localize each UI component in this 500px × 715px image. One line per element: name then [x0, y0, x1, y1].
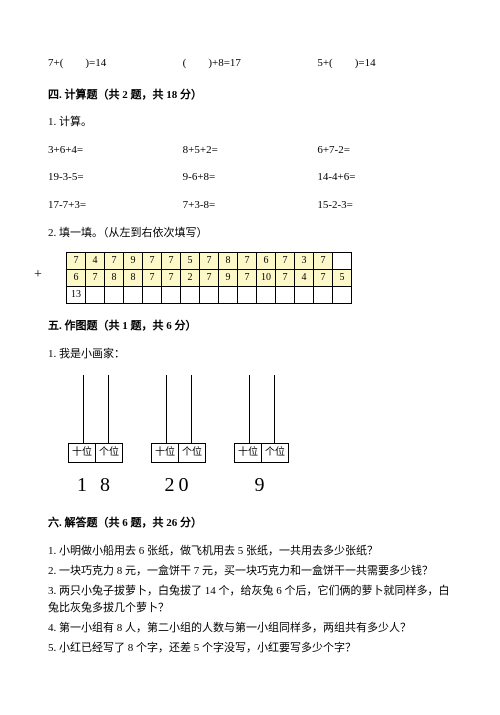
tens-box: 十位 [235, 444, 261, 462]
cell: 7 [238, 270, 257, 287]
table-row: 74797757876737 [67, 253, 352, 270]
cell [86, 287, 105, 304]
eq-b: ( )+8=17 [183, 55, 318, 73]
cell: 7 [276, 270, 295, 287]
cell [333, 287, 352, 304]
calc-cell: 7+3-8= [183, 197, 318, 215]
calc-cell: 15-2-3= [317, 197, 452, 215]
cell [124, 287, 143, 304]
cell: 8 [105, 270, 124, 287]
stem-line [83, 375, 84, 443]
cell: 6 [257, 253, 276, 270]
cell: 6 [67, 270, 86, 287]
stem-line [166, 375, 167, 443]
cell [105, 287, 124, 304]
cell: 7 [162, 270, 181, 287]
cell: 4 [295, 270, 314, 287]
calc-grid: 3+6+4= 8+5+2= 6+7-2= 19-3-5= 9-6+8= 14-4… [48, 142, 452, 215]
cell: 7 [143, 270, 162, 287]
addition-table: 74797757876737 6788772797107475 13 [66, 252, 352, 304]
calc-cell: 14-4+6= [317, 169, 452, 187]
cell [143, 287, 162, 304]
cell [162, 287, 181, 304]
calc-cell: 8+5+2= [183, 142, 318, 160]
cell: 9 [124, 253, 143, 270]
cell: 10 [257, 270, 276, 287]
ones-box: 个位 [95, 444, 122, 462]
section-5-title: 五. 作图题（共 1 题，共 6 分） [48, 318, 452, 336]
plus-icon: + [34, 264, 42, 286]
cell: 13 [67, 287, 86, 304]
cell: 8 [219, 253, 238, 270]
place-value-unit: 十位个位 1 8 [68, 375, 123, 501]
cell [314, 287, 333, 304]
tens-box: 十位 [69, 444, 95, 462]
number-label: 20 [165, 469, 193, 501]
cell: 7 [200, 253, 219, 270]
cell: 7 [314, 270, 333, 287]
number-label: 9 [255, 469, 269, 501]
cell [257, 287, 276, 304]
cell [238, 287, 257, 304]
word-problem: 2. 一块巧克力 8 元，一盒饼干 7 元，买一块巧克力和一盒饼干一共需要多少钱… [48, 563, 452, 580]
cell: 7 [314, 253, 333, 270]
cell: 5 [333, 270, 352, 287]
cell: 7 [276, 253, 295, 270]
section-4-title: 四. 计算题（共 2 题，共 18 分） [48, 87, 452, 105]
calc-cell: 9-6+8= [183, 169, 318, 187]
cell: 7 [143, 253, 162, 270]
cell: 4 [86, 253, 105, 270]
table-row: 6788772797107475 [67, 270, 352, 287]
cell [181, 287, 200, 304]
word-problem: 5. 小红已经写了 8 个字，还差 5 个字没写，小红要写多少个字？ [48, 640, 452, 657]
number-label: 1 8 [77, 469, 114, 501]
cell: 7 [200, 270, 219, 287]
q4-2: 2. 填一填。（从左到右依次填写） [48, 225, 452, 243]
draw-area: 十位个位 1 8 十位个位 20 十位个位 9 [68, 375, 452, 501]
place-value-unit: 十位个位 20 [151, 375, 206, 501]
eq-c: 5+( )=14 [317, 55, 452, 73]
cell: 5 [181, 253, 200, 270]
cell: 9 [219, 270, 238, 287]
cell [200, 287, 219, 304]
stem-line [274, 375, 275, 443]
cell [295, 287, 314, 304]
cell: 8 [124, 270, 143, 287]
cell [219, 287, 238, 304]
calc-cell: 3+6+4= [48, 142, 183, 160]
table-row: 13 [67, 287, 352, 304]
section-6-title: 六. 解答题（共 6 题，共 26 分） [48, 515, 452, 533]
stem-line [108, 375, 109, 443]
cell: 7 [86, 270, 105, 287]
tens-box: 十位 [152, 444, 178, 462]
cell: 2 [181, 270, 200, 287]
word-problem: 4. 第一小组有 8 人，第二小组的人数与第一小组同样多，两组共有多少人？ [48, 620, 452, 637]
cell: 7 [162, 253, 181, 270]
word-problem: 3. 两只小兔子拔萝卜，白兔拔了 14 个，给灰兔 6 个后，它们俩的萝卜就同样… [48, 583, 452, 617]
cell: 7 [105, 253, 124, 270]
addition-table-wrap: + 74797757876737 6788772797107475 13 [48, 252, 452, 304]
top-equation-row: 7+( )=14 ( )+8=17 5+( )=14 [48, 55, 452, 73]
calc-cell: 17-7+3= [48, 197, 183, 215]
calc-cell: 6+7-2= [317, 142, 452, 160]
stem-line [249, 375, 250, 443]
place-value-unit: 十位个位 9 [234, 375, 289, 501]
word-problem: 1. 小明做小船用去 6 张纸，做飞机用去 5 张纸，一共用去多少张纸？ [48, 543, 452, 560]
stem-line [191, 375, 192, 443]
calc-cell: 19-3-5= [48, 169, 183, 187]
ones-box: 个位 [178, 444, 205, 462]
cell: 3 [295, 253, 314, 270]
cell [333, 253, 352, 270]
eq-a: 7+( )=14 [48, 55, 183, 73]
q4-1: 1. 计算。 [48, 114, 452, 132]
cell: 7 [238, 253, 257, 270]
cell [276, 287, 295, 304]
ones-box: 个位 [261, 444, 288, 462]
cell: 7 [67, 253, 86, 270]
q5-1: 1. 我是小画家： [48, 346, 452, 364]
